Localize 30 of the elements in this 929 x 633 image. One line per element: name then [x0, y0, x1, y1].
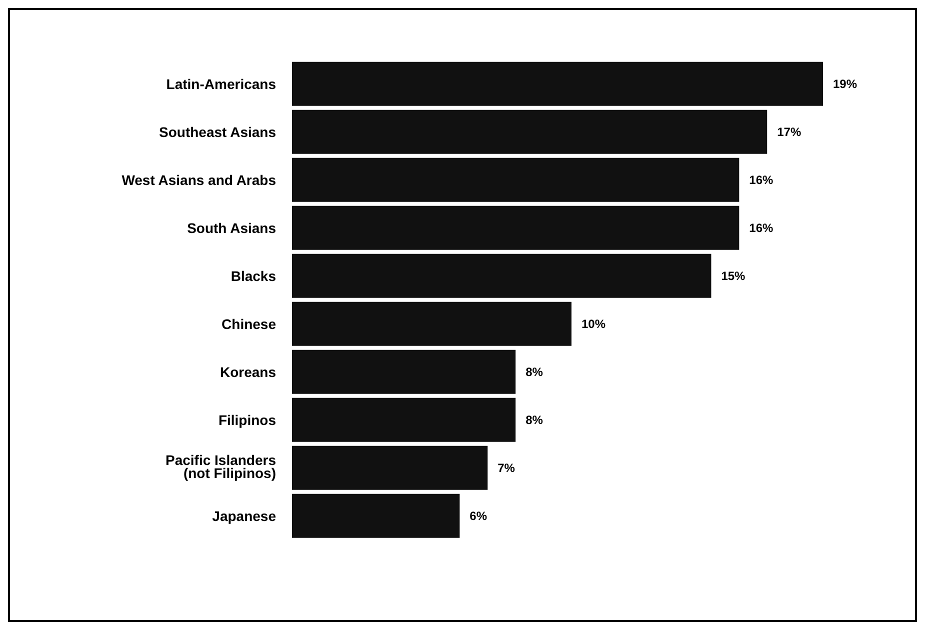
data-label: 6% — [470, 509, 488, 524]
data-label: 8% — [526, 413, 544, 428]
data-label: 19% — [833, 77, 858, 92]
y-tick-label: Latin-Americans — [166, 76, 276, 92]
y-tick-label: Japanese — [212, 508, 276, 524]
y-tick-label: West Asians and Arabs — [122, 172, 276, 188]
bar — [292, 158, 740, 202]
y-tick-label: Chinese — [222, 316, 276, 332]
data-label: 16% — [749, 221, 774, 236]
data-label: 16% — [749, 173, 774, 188]
bar — [292, 398, 516, 442]
data-label: 10% — [581, 317, 606, 332]
bar — [292, 110, 768, 154]
data-label: 7% — [498, 461, 516, 476]
bar — [292, 254, 712, 298]
y-tick-label: Southeast Asians — [159, 124, 276, 140]
y-tick-label: Pacific Islanders (not Filipinos) — [165, 452, 276, 481]
y-tick-label: Koreans — [220, 364, 276, 380]
bar — [292, 206, 740, 250]
data-label: 15% — [721, 269, 746, 284]
bar — [292, 446, 488, 490]
y-tick-label: Filipinos — [218, 412, 276, 428]
bar — [292, 350, 516, 394]
bar — [292, 494, 460, 538]
data-label: 17% — [777, 125, 802, 140]
y-tick-label: South Asians — [187, 220, 276, 236]
bar — [292, 302, 572, 346]
y-tick-label: Blacks — [230, 268, 276, 284]
bar — [292, 62, 823, 106]
data-label: 8% — [526, 365, 544, 380]
